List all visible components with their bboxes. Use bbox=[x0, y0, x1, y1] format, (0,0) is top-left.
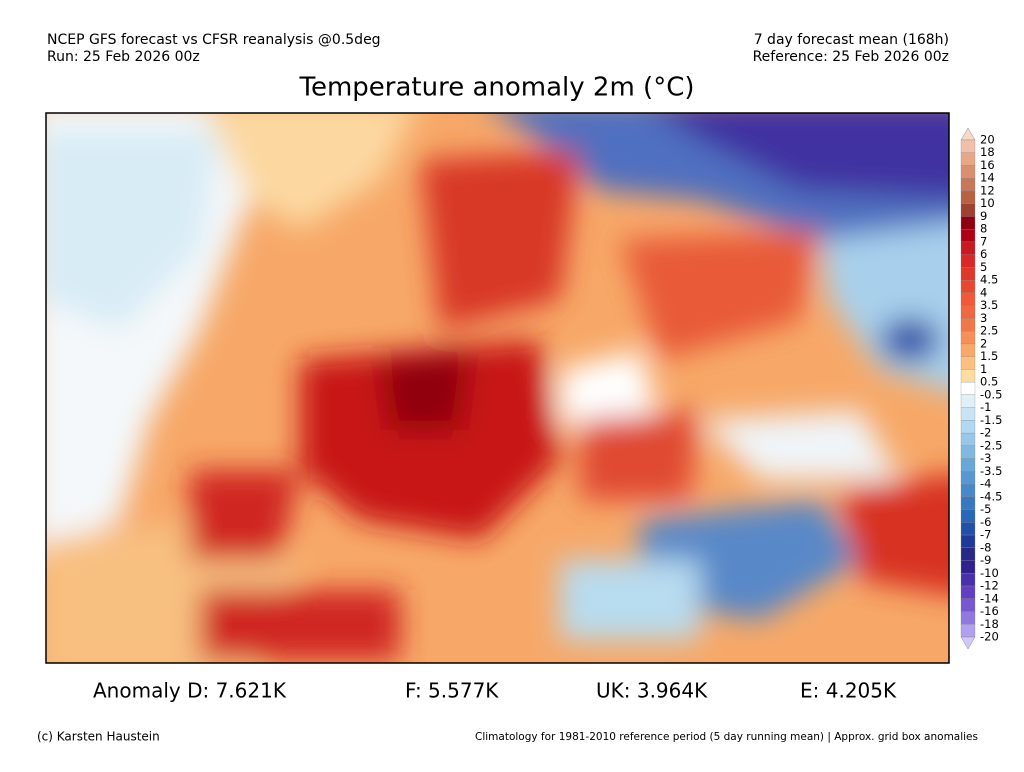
colorbar-label: 3.5 bbox=[980, 298, 998, 312]
colorbar-cell bbox=[960, 254, 976, 268]
colorbar-label: -3.5 bbox=[980, 464, 1002, 478]
colorbar-label: 9 bbox=[980, 209, 987, 223]
colorbar-label: -1.5 bbox=[980, 413, 1002, 427]
colorbar-label: 7 bbox=[980, 234, 987, 248]
colorbar-cell bbox=[960, 420, 976, 434]
colorbar-cell bbox=[960, 547, 976, 561]
colorbar: 201816141210987654.543.532.521.510.5-0.5… bbox=[960, 127, 1002, 650]
colorbar-cell bbox=[960, 356, 976, 370]
header-left: NCEP GFS forecast vs CFSR reanalysis @0.… bbox=[47, 32, 381, 48]
colorbar-cell bbox=[960, 611, 976, 625]
colorbar-label: 8 bbox=[980, 222, 987, 236]
colorbar-end bbox=[960, 636, 976, 650]
anomaly-map bbox=[46, 113, 949, 663]
colorbar-cell bbox=[960, 343, 976, 357]
colorbar-cell bbox=[960, 496, 976, 510]
colorbar-label: 2.5 bbox=[980, 324, 998, 338]
colorbar-label: -18 bbox=[980, 617, 999, 631]
colorbar-cell bbox=[960, 267, 976, 281]
footer-right: Climatology for 1981-2010 reference peri… bbox=[475, 731, 978, 743]
colorbar-label: 20 bbox=[980, 133, 995, 147]
colorbar-cell bbox=[960, 509, 976, 523]
colorbar-cell bbox=[960, 432, 976, 446]
colorbar-cell bbox=[960, 471, 976, 485]
colorbar-label: -1 bbox=[980, 400, 991, 414]
colorbar-cell bbox=[960, 522, 976, 536]
colorbar-label: -20 bbox=[980, 630, 999, 644]
colorbar-label: 2 bbox=[980, 336, 987, 350]
colorbar-label: -10 bbox=[980, 566, 999, 580]
colorbar-cell bbox=[960, 216, 976, 230]
colorbar-label: -8 bbox=[980, 540, 991, 554]
colorbar-cell bbox=[960, 331, 976, 345]
colorbar-label: -4.5 bbox=[980, 489, 1002, 503]
colorbar-label: 1 bbox=[980, 362, 987, 376]
colorbar-cell bbox=[960, 573, 976, 587]
colorbar-cell bbox=[960, 241, 976, 255]
map-frame bbox=[45, 112, 950, 664]
colorbar-cell bbox=[960, 394, 976, 408]
colorbar-label: 1.5 bbox=[980, 349, 998, 363]
colorbar-label: -3 bbox=[980, 451, 991, 465]
colorbar-label: -6 bbox=[980, 515, 991, 529]
colorbar-cell bbox=[960, 445, 976, 459]
colorbar-cell bbox=[960, 203, 976, 217]
colorbar-cell bbox=[960, 407, 976, 421]
colorbar-cell bbox=[960, 152, 976, 166]
colorbar-label: -9 bbox=[980, 553, 991, 567]
colorbar-label: -7 bbox=[980, 528, 991, 542]
colorbar-cell bbox=[960, 585, 976, 599]
colorbar-label: -5 bbox=[980, 502, 991, 516]
header-right: Reference: 25 Feb 2026 00z bbox=[753, 49, 949, 65]
colorbar-label: 6 bbox=[980, 247, 987, 261]
colorbar-label: 12 bbox=[980, 183, 995, 197]
header-left: Run: 25 Feb 2026 00z bbox=[47, 49, 200, 65]
colorbar-label: 14 bbox=[980, 171, 995, 185]
colorbar-cell bbox=[960, 280, 976, 294]
colorbar-cell bbox=[960, 139, 976, 153]
stat-france: F: 5.577K bbox=[405, 679, 499, 703]
colorbar-cell bbox=[960, 292, 976, 306]
colorbar-cell bbox=[960, 624, 976, 638]
colorbar-label: -0.5 bbox=[980, 387, 1002, 401]
colorbar-label: 3 bbox=[980, 311, 987, 325]
colorbar-label: -2.5 bbox=[980, 438, 1002, 452]
colorbar-label: 16 bbox=[980, 158, 995, 172]
colorbar-label: -4 bbox=[980, 477, 991, 491]
colorbar-end bbox=[960, 127, 976, 141]
stat-germany: Anomaly D: 7.621K bbox=[93, 679, 287, 703]
colorbar-label: 10 bbox=[980, 196, 995, 210]
colorbar-cell bbox=[960, 165, 976, 179]
colorbar-label: 4 bbox=[980, 285, 987, 299]
colorbar-label: -14 bbox=[980, 591, 999, 605]
colorbar-label: 0.5 bbox=[980, 375, 998, 389]
colorbar-cell bbox=[960, 190, 976, 204]
colorbar-label: -2 bbox=[980, 426, 991, 440]
colorbar-cell bbox=[960, 560, 976, 574]
colorbar-cell bbox=[960, 229, 976, 243]
colorbar-label: 18 bbox=[980, 145, 995, 159]
colorbar-cell bbox=[960, 483, 976, 497]
colorbar-cell bbox=[960, 381, 976, 396]
colorbar-cell bbox=[960, 178, 976, 192]
header-right: 7 day forecast mean (168h) bbox=[754, 32, 949, 48]
colorbar-label: 5 bbox=[980, 260, 987, 274]
colorbar-cell bbox=[960, 534, 976, 548]
colorbar-cell bbox=[960, 458, 976, 472]
stat-uk: UK: 3.964K bbox=[596, 679, 708, 703]
colorbar-label: -12 bbox=[980, 579, 999, 593]
map-title: Temperature anomaly 2m (°C) bbox=[299, 73, 695, 103]
footer-left: (c) Karsten Haustein bbox=[37, 730, 160, 744]
colorbar-cell bbox=[960, 318, 976, 332]
colorbar-cell bbox=[960, 369, 976, 383]
stat-spain: E: 4.205K bbox=[800, 679, 897, 703]
colorbar-label: 4.5 bbox=[980, 273, 998, 287]
colorbar-label: -16 bbox=[980, 604, 999, 618]
colorbar-cell bbox=[960, 305, 976, 319]
colorbar-cell bbox=[960, 598, 976, 612]
